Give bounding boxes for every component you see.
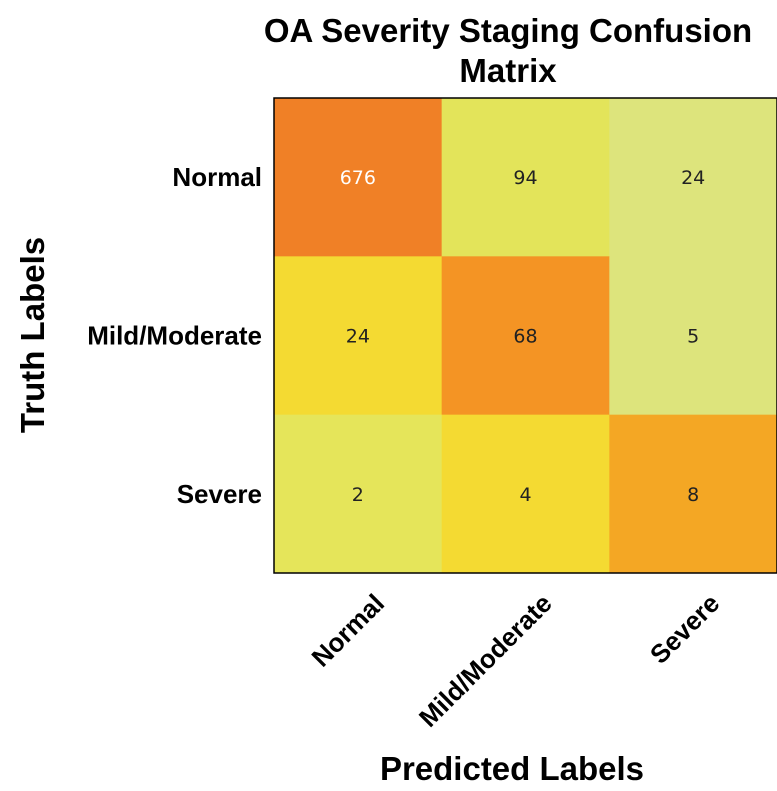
heatmap-cell [609, 414, 777, 574]
heatmap-cells [274, 98, 777, 574]
cell-value-label: 676 [340, 167, 376, 189]
heatmap-cell [441, 256, 610, 416]
heatmap-cell [274, 256, 443, 416]
plot-frame [273, 97, 777, 574]
cell-value-label: 24 [681, 167, 705, 189]
y-tick-label: Mild/Moderate [87, 321, 262, 351]
cell-value-label: 24 [346, 326, 370, 348]
cell-value-label: 5 [687, 326, 699, 348]
heatmap-cell [609, 256, 777, 416]
heatmap-cell [274, 98, 443, 257]
chart-title-line-1: OA Severity Staging Confusion [264, 12, 752, 49]
heatmap-cell [441, 98, 610, 257]
x-tick-label: Normal [306, 588, 391, 673]
heatmap-cell [441, 414, 610, 574]
cell-value-label: 4 [519, 484, 531, 506]
x-axis-title: Predicted Labels [380, 750, 644, 787]
y-tick-label: Severe [177, 479, 262, 509]
cell-value-label: 8 [687, 484, 699, 506]
cell-value-label: 68 [513, 326, 537, 348]
x-axis-ticks: Normal Mild/Moderate Severe [306, 588, 726, 733]
y-axis-title: Truth Labels [14, 237, 51, 433]
x-tick-label: Mild/Moderate [413, 588, 558, 733]
cell-value-label: 94 [513, 167, 537, 189]
x-tick-label: Severe [644, 588, 726, 670]
cell-value-label: 2 [352, 484, 364, 506]
heatmap-cell [274, 414, 443, 574]
chart-title-line-2: Matrix [459, 52, 557, 89]
y-axis-ticks: Normal Mild/Moderate Severe [87, 162, 262, 509]
y-tick-label: Normal [172, 162, 262, 192]
heatmap-cell [609, 98, 777, 257]
